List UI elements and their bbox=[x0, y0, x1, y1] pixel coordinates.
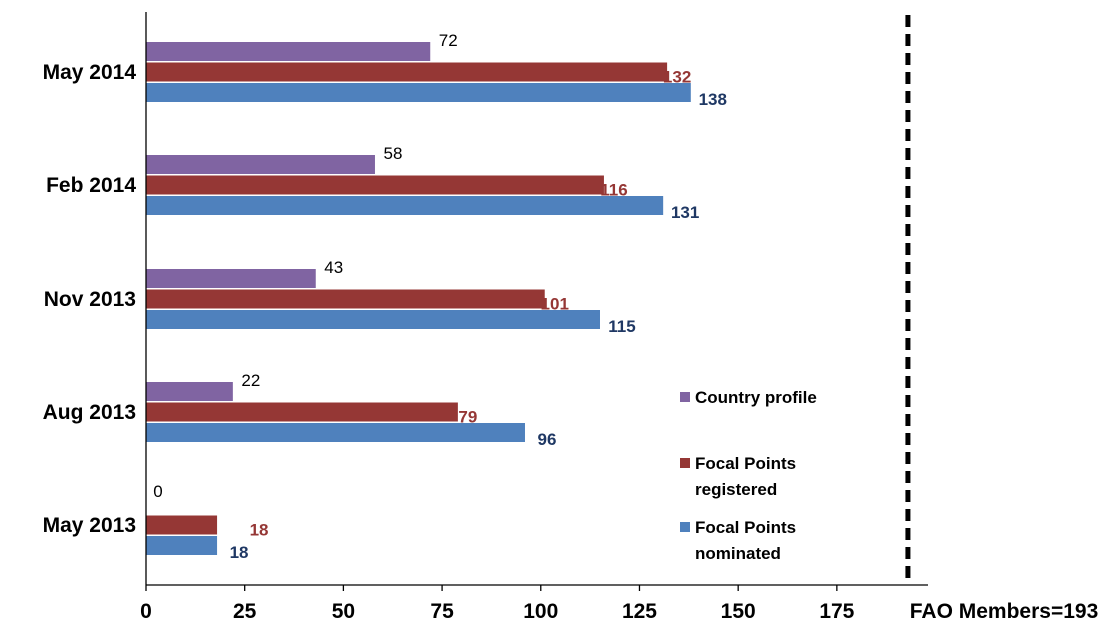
bar bbox=[146, 155, 375, 174]
data-label: 115 bbox=[608, 317, 635, 336]
data-label: 101 bbox=[541, 295, 569, 314]
legend: Country profile Focal Points registered Foc… bbox=[680, 388, 817, 563]
bar bbox=[146, 175, 604, 195]
bar bbox=[146, 196, 664, 215]
x-tick-label: 150 bbox=[721, 600, 756, 623]
legend-swatch bbox=[680, 392, 690, 402]
bar bbox=[146, 515, 218, 535]
x-tick-label: 50 bbox=[332, 600, 355, 623]
bar bbox=[146, 42, 431, 61]
data-label: 43 bbox=[324, 258, 343, 277]
category-label: Feb 2014 bbox=[46, 174, 136, 197]
x-tick-label: 175 bbox=[819, 600, 854, 623]
bar bbox=[146, 382, 233, 401]
x-tick-label: 75 bbox=[430, 600, 454, 623]
data-label: 96 bbox=[538, 430, 557, 449]
data-labels-layer: May 2014 72 132 138 Feb 2014 58 116 131 Nov 2013… bbox=[43, 31, 727, 562]
legend-swatch bbox=[680, 522, 690, 532]
category-label: Aug 2013 bbox=[43, 401, 136, 424]
x-tick-label: 100 bbox=[523, 600, 558, 623]
legend-label: registered bbox=[695, 480, 777, 499]
bar bbox=[146, 83, 691, 102]
data-label: 132 bbox=[663, 68, 691, 87]
legend-label: nominated bbox=[695, 544, 781, 563]
data-label: 116 bbox=[600, 181, 627, 200]
legend-swatch bbox=[680, 458, 690, 468]
data-label: 18 bbox=[250, 521, 269, 540]
bars-layer bbox=[146, 42, 691, 555]
category-label: May 2014 bbox=[43, 61, 137, 84]
bar bbox=[146, 310, 600, 329]
data-label: 58 bbox=[384, 144, 403, 163]
data-label: 18 bbox=[230, 543, 249, 562]
data-label: 22 bbox=[241, 371, 260, 390]
legend-label: Focal Points bbox=[695, 518, 796, 537]
data-label: 79 bbox=[458, 408, 477, 427]
reference-line-label: FAO Members=193 bbox=[910, 600, 1099, 623]
bar bbox=[146, 289, 545, 309]
legend-label: Country profile bbox=[695, 388, 817, 407]
x-tick-label: 0 bbox=[140, 600, 152, 623]
bar bbox=[146, 423, 525, 442]
data-label: 72 bbox=[439, 31, 458, 50]
bar bbox=[146, 536, 218, 555]
axes-layer: 0 25 50 75 100 125 150 175 FAO Members=193 bbox=[140, 12, 1098, 623]
bar bbox=[146, 62, 668, 82]
x-tick-label: 25 bbox=[233, 600, 257, 623]
x-tick-label: 125 bbox=[622, 600, 657, 623]
bar bbox=[146, 269, 316, 288]
category-label: May 2013 bbox=[43, 514, 136, 537]
legend-label: Focal Points bbox=[695, 454, 796, 473]
bar bbox=[146, 402, 458, 422]
data-label: 138 bbox=[699, 90, 727, 109]
data-label: 131 bbox=[671, 203, 699, 222]
data-label: 0 bbox=[153, 482, 162, 501]
category-label: Nov 2013 bbox=[44, 288, 136, 311]
